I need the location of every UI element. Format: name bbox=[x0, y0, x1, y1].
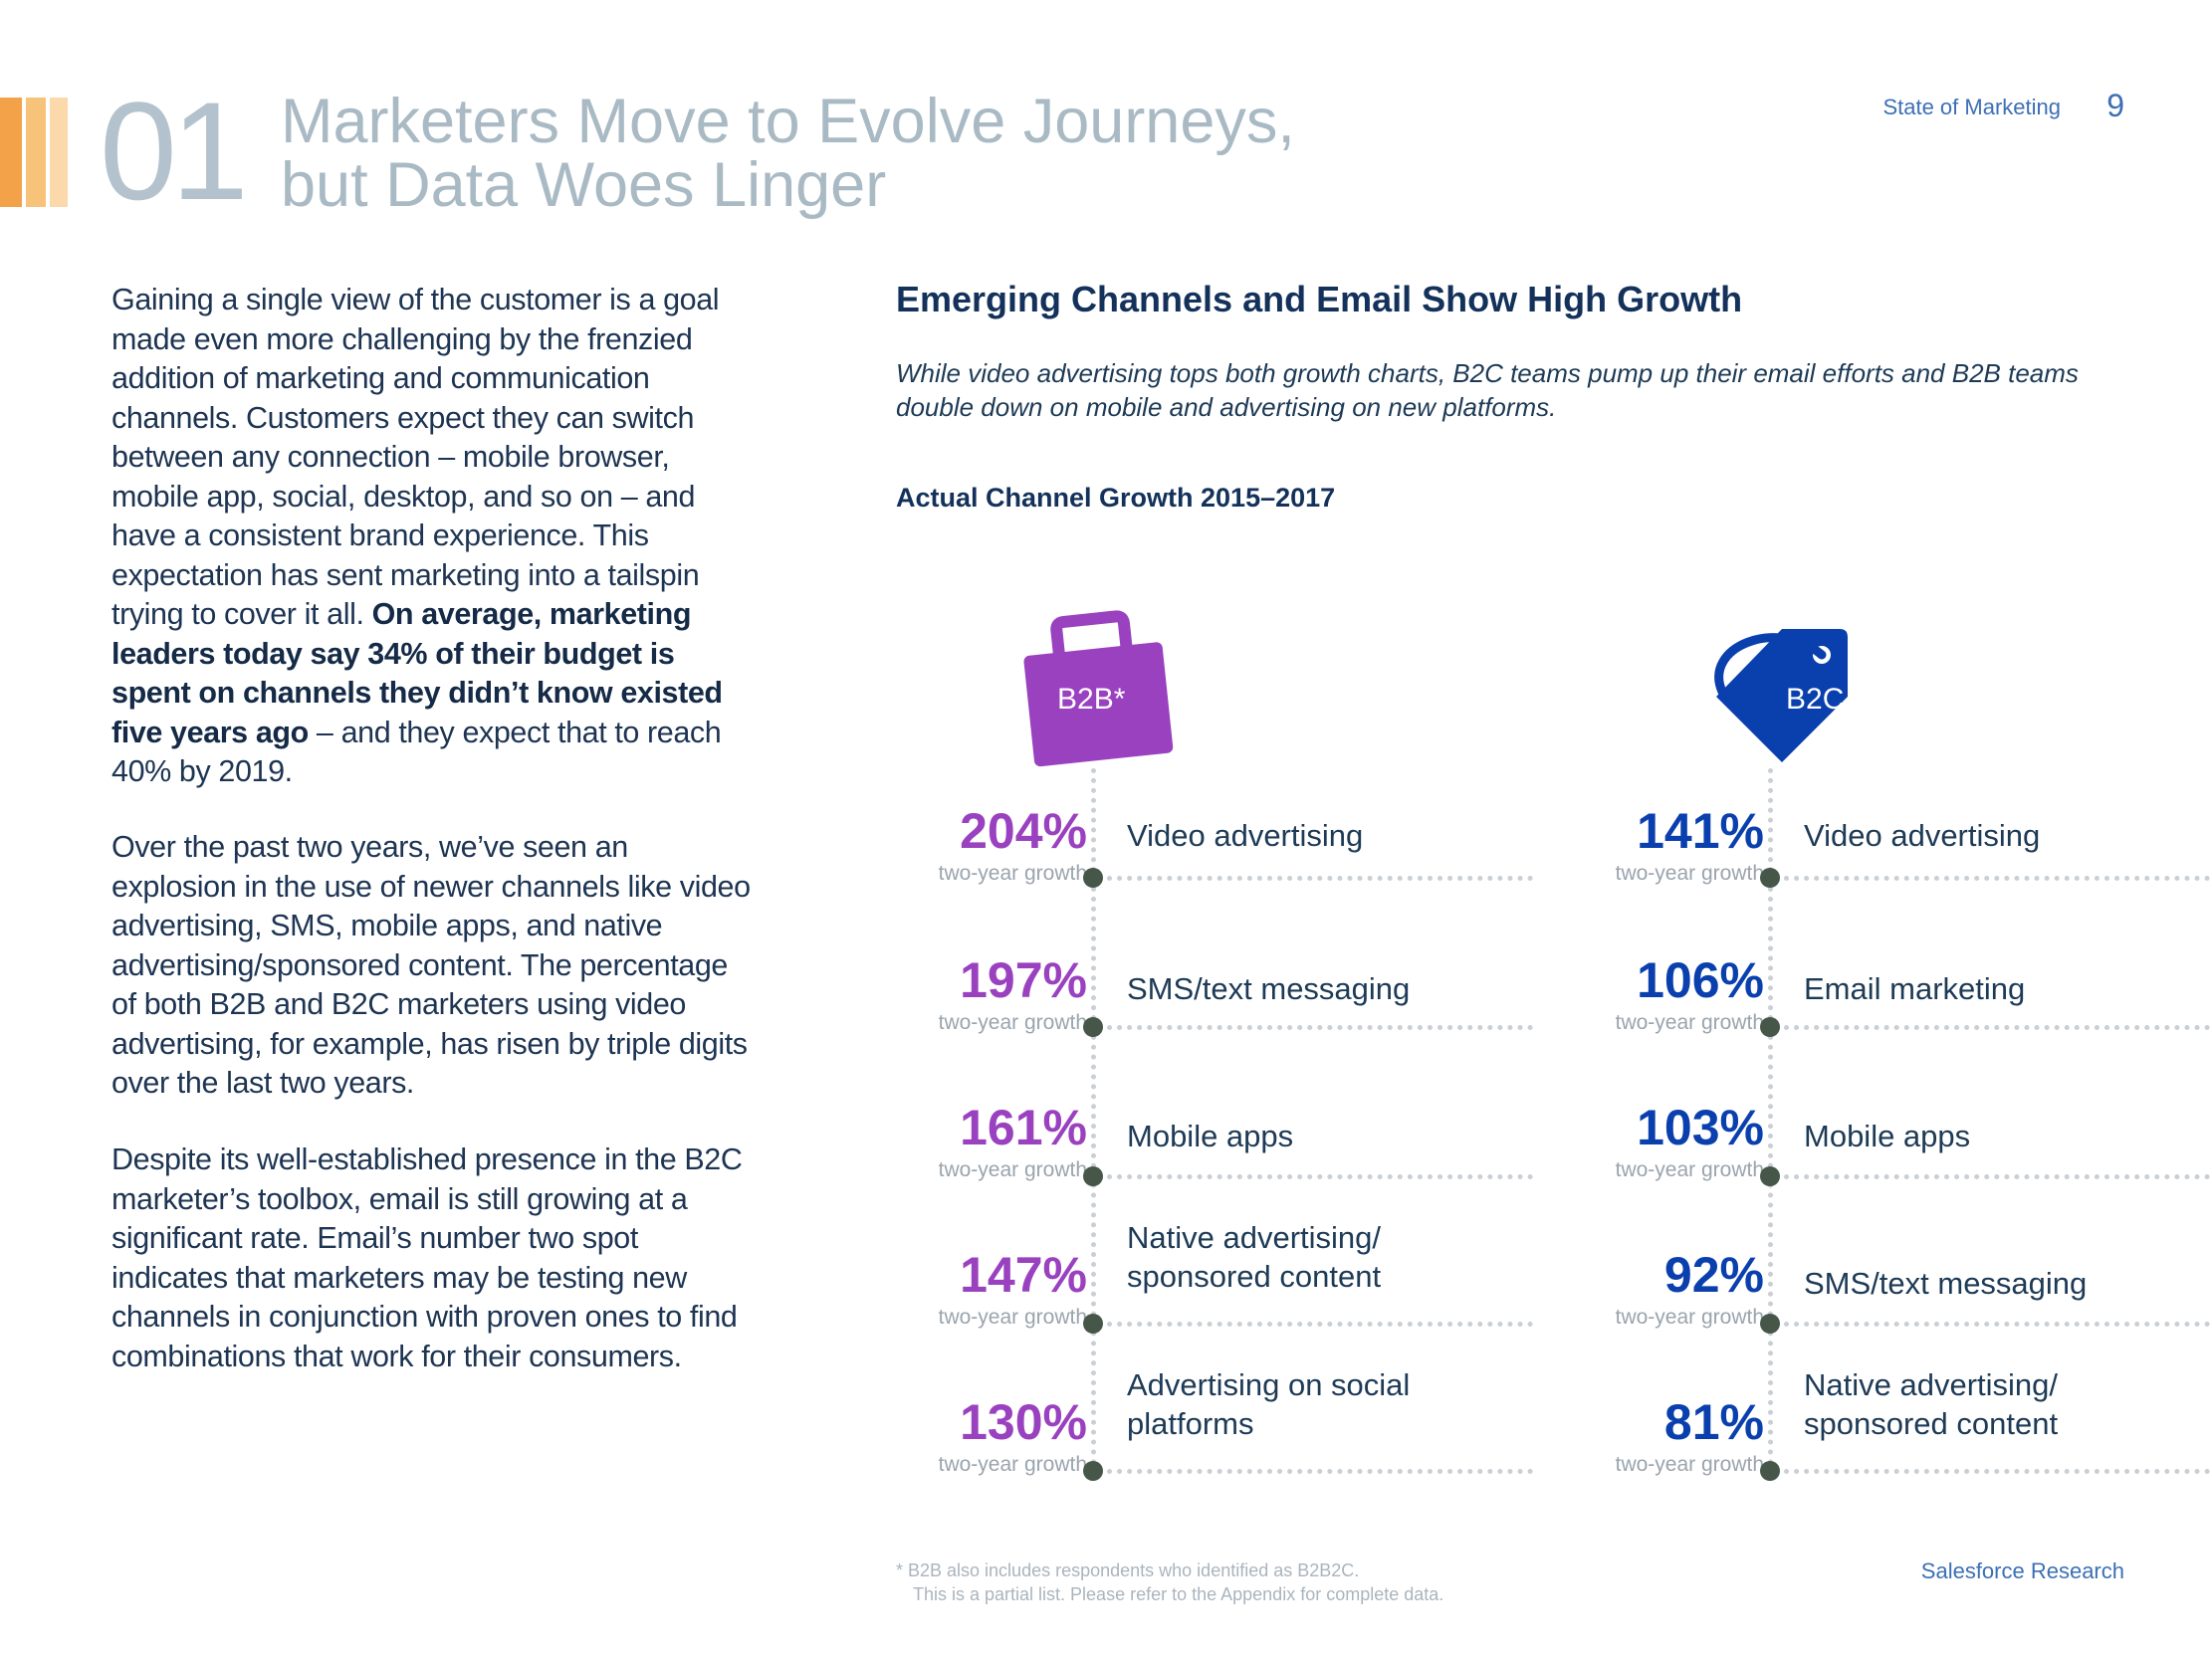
running-head: State of Marketing bbox=[1882, 95, 2061, 119]
b2c-row: 106% two-year growth Email marketing bbox=[1573, 945, 2212, 1085]
growth-value: 103% bbox=[1637, 1100, 1764, 1155]
footnote: * B2B also includes respondents who iden… bbox=[896, 1558, 1443, 1606]
growth-value: 92% bbox=[1663, 1247, 1764, 1303]
growth-caption: two-year growth bbox=[1615, 862, 1764, 885]
b2b-timeline bbox=[1091, 768, 1096, 1475]
price-tag-icon: B2C bbox=[1682, 597, 1862, 776]
page-number: 9 bbox=[2106, 88, 2124, 123]
channel-label: Advertising on social platforms bbox=[1127, 1367, 1411, 1441]
row-divider bbox=[1784, 1025, 2210, 1030]
row-divider bbox=[1107, 876, 1533, 881]
body-paragraph-1: Gaining a single view of the customer is… bbox=[111, 281, 759, 792]
row-divider bbox=[1784, 876, 2210, 881]
timeline-dot bbox=[1083, 1017, 1103, 1037]
growth-caption: two-year growth bbox=[938, 1011, 1087, 1034]
growth-caption: two-year growth bbox=[1615, 1011, 1764, 1034]
growth-caption: two-year growth bbox=[1615, 1306, 1764, 1329]
section-number: 01 bbox=[100, 73, 249, 229]
timeline-dot bbox=[1760, 868, 1780, 888]
section-stripes bbox=[0, 98, 68, 207]
row-divider bbox=[1107, 1174, 1533, 1179]
row-divider bbox=[1107, 1025, 1533, 1030]
stripe-3 bbox=[50, 98, 68, 207]
growth-value: 81% bbox=[1663, 1394, 1764, 1450]
growth-value: 147% bbox=[960, 1247, 1087, 1303]
timeline-dot bbox=[1760, 1017, 1780, 1037]
b2b-row: 204% two-year growth Video advertising bbox=[896, 796, 1543, 935]
growth-caption: two-year growth bbox=[938, 1306, 1087, 1329]
channel-label: SMS/text messaging bbox=[1127, 971, 1411, 1006]
brand-footer: Salesforce Research bbox=[1920, 1558, 2124, 1583]
b2b-row: 161% two-year growth Mobile apps bbox=[896, 1093, 1543, 1232]
b2b-row: 130% two-year growth Advertising on soci… bbox=[896, 1367, 1543, 1527]
footnote-line-2: This is a partial list. Please refer to … bbox=[913, 1584, 1444, 1604]
growth-caption: two-year growth bbox=[1615, 1453, 1764, 1476]
footnote-line-1: * B2B also includes respondents who iden… bbox=[896, 1560, 1360, 1580]
b2c-row: 103% two-year growth Mobile apps bbox=[1573, 1093, 2212, 1232]
body-paragraph-2: Over the past two years, we’ve seen an e… bbox=[111, 830, 751, 1100]
channel-label: Native advertising/ sponsored content bbox=[1127, 1220, 1382, 1294]
section-description: While video advertising tops both growth… bbox=[896, 358, 2079, 422]
b2b-column: B2B* 204% two-year growth Video advertis… bbox=[896, 597, 1543, 1493]
stripe-2 bbox=[26, 98, 46, 207]
section-heading: Emerging Channels and Email Show High Gr… bbox=[896, 279, 1743, 319]
channel-label: Video advertising bbox=[1804, 818, 2041, 853]
growth-caption: two-year growth bbox=[938, 862, 1087, 885]
channel-label: Email marketing bbox=[1804, 971, 2026, 1006]
channel-label: Mobile apps bbox=[1804, 1119, 1971, 1153]
growth-caption: two-year growth bbox=[938, 1158, 1087, 1181]
b2b-row: 147% two-year growth Native advertising/… bbox=[896, 1220, 1543, 1379]
stripe-1 bbox=[0, 98, 22, 207]
growth-value: 204% bbox=[960, 803, 1087, 859]
row-divider bbox=[1107, 1322, 1533, 1327]
timeline-dot bbox=[1760, 1314, 1780, 1334]
channel-label: Video advertising bbox=[1127, 818, 1364, 853]
timeline-dot bbox=[1760, 1461, 1780, 1481]
timeline-dot bbox=[1760, 1166, 1780, 1186]
briefcase-icon: B2B* bbox=[1005, 597, 1185, 776]
channel-label: SMS/text messaging bbox=[1804, 1266, 2088, 1301]
channel-label: Mobile apps bbox=[1127, 1119, 1294, 1153]
row-divider bbox=[1107, 1469, 1533, 1474]
b2c-row: 141% two-year growth Video advertising bbox=[1573, 796, 2212, 935]
growth-value: 130% bbox=[960, 1394, 1087, 1450]
timeline-dot bbox=[1083, 1314, 1103, 1334]
b2c-column: B2C 141% two-year growth Video advertisi… bbox=[1573, 597, 2212, 1493]
chart-title: Actual Channel Growth 2015–2017 bbox=[896, 483, 1336, 513]
b2b-label: B2B* bbox=[1057, 683, 1126, 716]
growth-value: 141% bbox=[1637, 803, 1764, 859]
body-paragraph-1-text: Gaining a single view of the customer is… bbox=[111, 283, 720, 631]
channel-label: Native advertising/ sponsored content bbox=[1804, 1367, 2059, 1441]
body-paragraph-1-bold: On average, marketing leaders today say … bbox=[111, 597, 723, 749]
growth-caption: two-year growth bbox=[1615, 1158, 1764, 1181]
page-title-line-2: but Data Woes Linger bbox=[281, 150, 887, 220]
b2b-row: 197% two-year growth SMS/text messaging bbox=[896, 945, 1543, 1085]
growth-caption: two-year growth bbox=[938, 1453, 1087, 1476]
row-divider bbox=[1784, 1469, 2210, 1474]
b2c-row: 92% two-year growth SMS/text messaging bbox=[1573, 1240, 2212, 1379]
b2c-timeline bbox=[1768, 768, 1773, 1475]
page-title: Marketers Move to Evolve Journeys, but D… bbox=[281, 90, 1475, 217]
body-paragraph-1-end: – and they expect that to reach 40% by 2… bbox=[111, 715, 722, 789]
row-divider bbox=[1784, 1322, 2210, 1327]
body-paragraph-3: Despite its well-established presence in… bbox=[111, 1142, 743, 1373]
b2c-row: 81% two-year growth Native advertising/ … bbox=[1573, 1367, 2212, 1527]
timeline-dot bbox=[1083, 1461, 1103, 1481]
timeline-dot bbox=[1083, 868, 1103, 888]
growth-value: 161% bbox=[960, 1100, 1087, 1155]
timeline-dot bbox=[1083, 1166, 1103, 1186]
growth-value: 197% bbox=[960, 952, 1087, 1008]
growth-value: 106% bbox=[1637, 952, 1764, 1008]
b2c-label: B2C bbox=[1786, 683, 1845, 716]
row-divider bbox=[1784, 1174, 2210, 1179]
page-title-line-1: Marketers Move to Evolve Journeys, bbox=[281, 87, 1295, 156]
